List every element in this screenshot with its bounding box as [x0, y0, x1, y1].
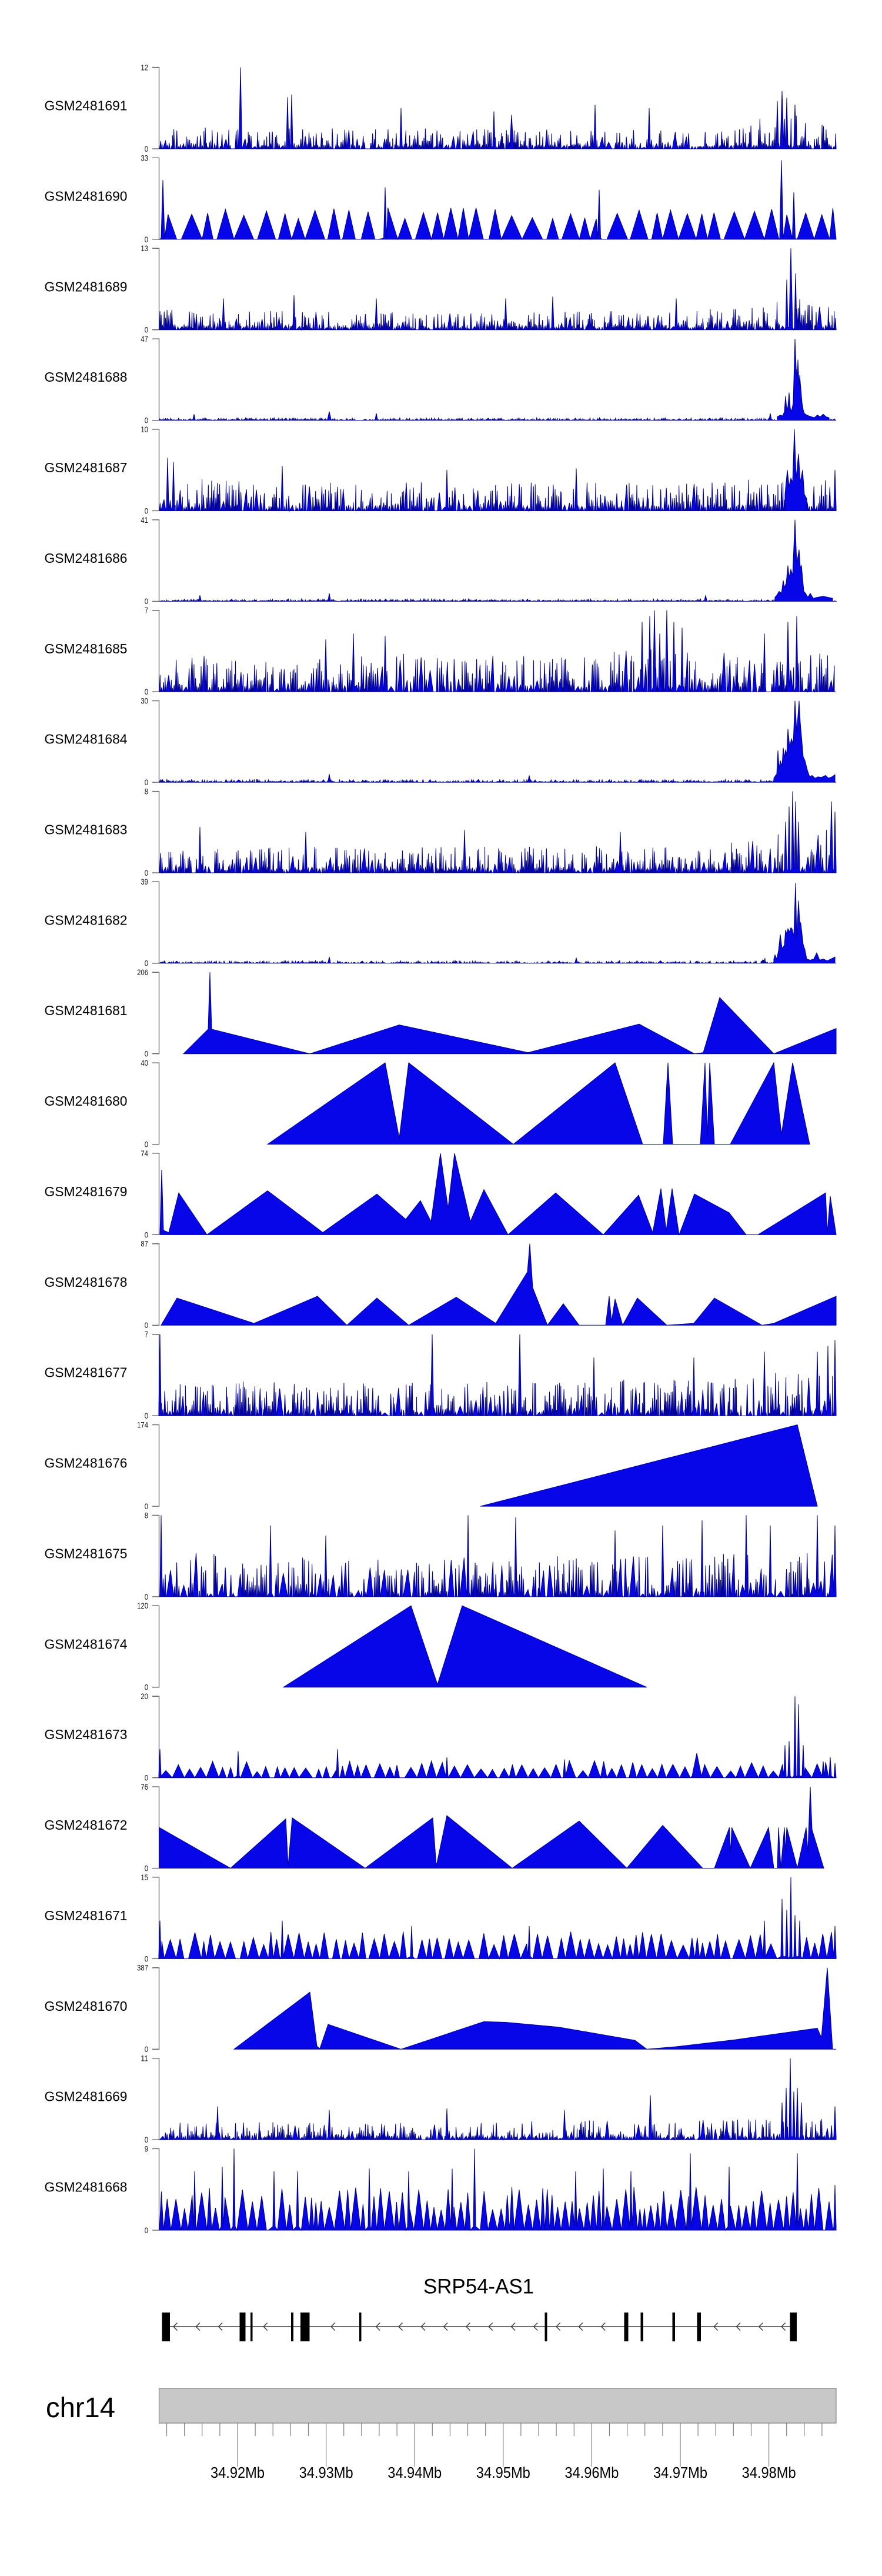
- svg-text:7: 7: [145, 606, 148, 615]
- svg-text:34.95Mb: 34.95Mb: [476, 2464, 530, 2481]
- svg-text:87: 87: [141, 1240, 148, 1249]
- svg-text:20: 20: [141, 1692, 148, 1701]
- svg-text:34.94Mb: 34.94Mb: [387, 2464, 442, 2481]
- svg-text:0: 0: [145, 1412, 148, 1420]
- svg-text:GSM2481682: GSM2481682: [45, 912, 128, 927]
- svg-text:76: 76: [141, 1783, 148, 1791]
- svg-text:GSM2481678: GSM2481678: [45, 1274, 128, 1290]
- svg-text:0: 0: [145, 1140, 148, 1149]
- svg-text:34.98Mb: 34.98Mb: [742, 2464, 796, 2481]
- svg-text:0: 0: [145, 1864, 148, 1873]
- svg-text:34.92Mb: 34.92Mb: [211, 2464, 265, 2481]
- svg-text:GSM2481676: GSM2481676: [45, 1456, 128, 1471]
- svg-text:0: 0: [145, 1230, 148, 1239]
- svg-text:0: 0: [145, 235, 148, 244]
- svg-text:GSM2481679: GSM2481679: [45, 1184, 128, 1199]
- svg-text:0: 0: [145, 2135, 148, 2144]
- svg-text:47: 47: [141, 335, 148, 343]
- svg-text:0: 0: [145, 688, 148, 696]
- svg-text:0: 0: [145, 869, 148, 877]
- svg-text:11: 11: [141, 2054, 148, 2063]
- svg-text:0: 0: [145, 416, 148, 425]
- svg-text:7: 7: [145, 1330, 148, 1339]
- svg-text:33: 33: [141, 154, 148, 162]
- svg-text:41: 41: [141, 516, 148, 525]
- svg-text:chr14: chr14: [46, 2393, 115, 2424]
- svg-text:0: 0: [145, 326, 148, 335]
- svg-text:GSM2481685: GSM2481685: [45, 641, 128, 656]
- svg-text:GSM2481687: GSM2481687: [45, 460, 128, 475]
- svg-text:GSM2481688: GSM2481688: [45, 369, 128, 385]
- svg-text:0: 0: [145, 1321, 148, 1330]
- svg-text:8: 8: [145, 1511, 148, 1520]
- svg-text:0: 0: [145, 1954, 148, 1963]
- svg-text:GSM2481686: GSM2481686: [45, 550, 128, 566]
- svg-text:10: 10: [141, 425, 148, 434]
- svg-text:30: 30: [141, 697, 148, 706]
- svg-text:39: 39: [141, 877, 148, 886]
- svg-text:9: 9: [145, 2144, 148, 2153]
- svg-text:GSM2481671: GSM2481671: [45, 1908, 128, 1923]
- svg-text:SRP54-AS1: SRP54-AS1: [423, 2275, 534, 2298]
- svg-text:GSM2481684: GSM2481684: [45, 732, 128, 747]
- svg-text:0: 0: [145, 1502, 148, 1511]
- svg-text:0: 0: [145, 959, 148, 968]
- svg-text:GSM2481673: GSM2481673: [45, 1727, 128, 1742]
- svg-text:GSM2481691: GSM2481691: [45, 98, 128, 114]
- svg-text:174: 174: [137, 1421, 148, 1430]
- svg-text:206: 206: [137, 968, 148, 977]
- svg-text:34.97Mb: 34.97Mb: [653, 2464, 707, 2481]
- svg-text:15: 15: [141, 1873, 148, 1882]
- svg-text:GSM2481670: GSM2481670: [45, 1998, 128, 2014]
- svg-text:GSM2481690: GSM2481690: [45, 188, 128, 203]
- svg-text:8: 8: [145, 787, 148, 796]
- svg-text:GSM2481672: GSM2481672: [45, 1817, 128, 1833]
- svg-text:0: 0: [145, 1683, 148, 1692]
- svg-text:0: 0: [145, 1593, 148, 1601]
- svg-text:GSM2481674: GSM2481674: [45, 1636, 128, 1651]
- svg-text:0: 0: [145, 1050, 148, 1059]
- svg-text:GSM2481668: GSM2481668: [45, 2180, 128, 2195]
- svg-text:GSM2481680: GSM2481680: [45, 1093, 128, 1109]
- svg-text:120: 120: [137, 1601, 148, 1610]
- svg-text:12: 12: [141, 63, 148, 72]
- svg-text:0: 0: [145, 2045, 148, 2054]
- svg-text:0: 0: [145, 145, 148, 154]
- svg-text:74: 74: [141, 1149, 148, 1158]
- svg-text:0: 0: [145, 506, 148, 515]
- svg-text:0: 0: [145, 1774, 148, 1783]
- svg-text:13: 13: [141, 244, 148, 253]
- svg-text:40: 40: [141, 1059, 148, 1067]
- svg-text:GSM2481677: GSM2481677: [45, 1365, 128, 1380]
- svg-text:GSM2481669: GSM2481669: [45, 2089, 128, 2104]
- svg-text:GSM2481681: GSM2481681: [45, 1003, 128, 1018]
- svg-text:34.96Mb: 34.96Mb: [564, 2464, 619, 2481]
- svg-text:0: 0: [145, 778, 148, 787]
- svg-text:GSM2481689: GSM2481689: [45, 279, 128, 294]
- svg-text:0: 0: [145, 597, 148, 606]
- svg-text:0: 0: [145, 2226, 148, 2235]
- svg-text:GSM2481683: GSM2481683: [45, 822, 128, 837]
- svg-text:GSM2481675: GSM2481675: [45, 1546, 128, 1561]
- svg-text:34.93Mb: 34.93Mb: [299, 2464, 353, 2481]
- svg-text:387: 387: [137, 1964, 148, 1973]
